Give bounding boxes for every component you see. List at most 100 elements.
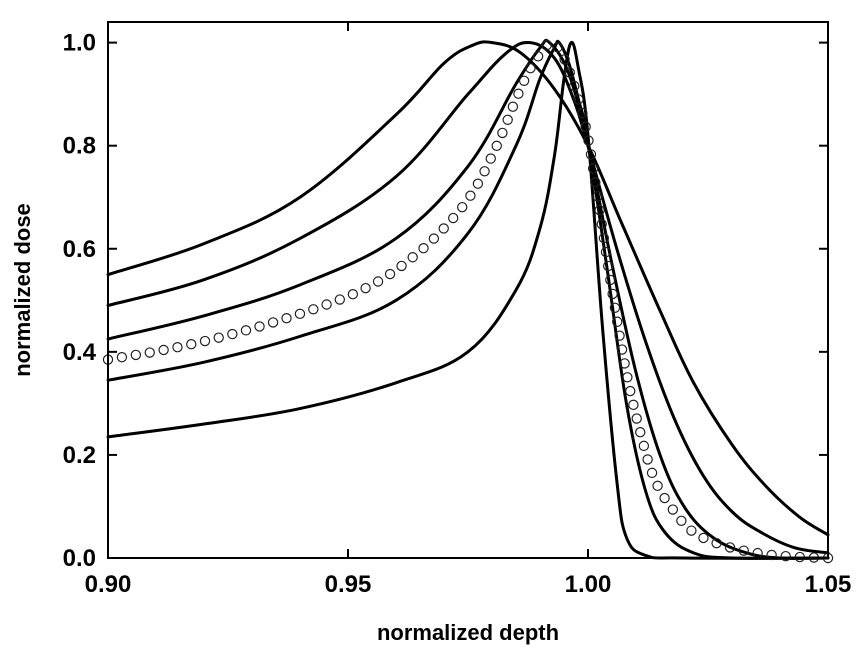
dose-marker-point bbox=[616, 344, 628, 355]
dose-marker-point bbox=[602, 260, 614, 272]
dose-marker-point bbox=[448, 212, 459, 224]
dose-marker-point bbox=[130, 349, 142, 361]
dose-marker-point bbox=[612, 316, 623, 327]
dose-marker-point bbox=[585, 149, 597, 160]
dose-marker-point bbox=[491, 140, 502, 152]
dose-marker-point bbox=[518, 75, 530, 86]
dose-marker-point bbox=[598, 232, 610, 244]
dose-marker-point bbox=[334, 294, 346, 305]
dose-marker-point bbox=[686, 525, 697, 536]
dose-marker-point bbox=[532, 51, 544, 62]
dose-marker-point bbox=[569, 80, 580, 92]
dose-marker-point bbox=[116, 352, 128, 363]
dose-marker-point bbox=[457, 201, 468, 213]
plot-markers bbox=[102, 39, 834, 564]
dose-marker-point bbox=[711, 537, 722, 549]
dose-marker-point bbox=[525, 63, 536, 74]
x-axis-tick-label: 0.90 bbox=[85, 571, 132, 598]
plot-frame bbox=[107, 21, 829, 559]
dose-marker-point bbox=[267, 317, 279, 328]
dose-marker-point bbox=[418, 242, 429, 254]
dose-marker-point bbox=[254, 321, 265, 332]
dose-marker-point bbox=[619, 358, 630, 369]
dose-marker-point bbox=[590, 177, 601, 188]
dose-marker-point bbox=[625, 385, 636, 397]
dose-curve-2 bbox=[106, 39, 830, 560]
dose-marker-point bbox=[308, 304, 319, 315]
dose-marker-point bbox=[573, 94, 584, 105]
dose-marker-point bbox=[609, 302, 621, 314]
dose-marker-point bbox=[281, 313, 292, 324]
dose-marker-point bbox=[698, 532, 709, 544]
dose-marker-point bbox=[638, 440, 650, 452]
dose-marker-point bbox=[294, 308, 306, 320]
dose-marker-point bbox=[227, 328, 238, 340]
dose-marker-point bbox=[622, 372, 633, 383]
dose-marker-point bbox=[321, 299, 332, 310]
dose-marker-point bbox=[541, 39, 552, 51]
dose-marker-point bbox=[594, 205, 605, 216]
dose-marker-point bbox=[502, 114, 513, 126]
dose-marker-point bbox=[485, 153, 496, 164]
dose-marker-point bbox=[372, 276, 384, 287]
dose-marker-point bbox=[479, 166, 490, 177]
dose-marker-point bbox=[438, 223, 449, 234]
dose-marker-point bbox=[396, 260, 407, 272]
y-axis-title: normalized dose bbox=[10, 203, 35, 377]
dose-marker-point bbox=[199, 335, 211, 347]
dose-curve-4 bbox=[106, 40, 830, 555]
dose-marker-point bbox=[144, 347, 155, 358]
dose-marker-point bbox=[605, 274, 616, 286]
dose-marker-point bbox=[577, 107, 588, 119]
dose-marker-point bbox=[407, 252, 418, 263]
y-axis-tick-label: 0.4 bbox=[63, 339, 97, 366]
x-axis-title: normalized depth bbox=[377, 620, 559, 645]
dose-marker-point bbox=[360, 282, 371, 294]
dose-marker-point bbox=[583, 135, 594, 146]
dose-marker-point bbox=[513, 88, 524, 99]
dose-marker-point bbox=[596, 218, 607, 230]
dose-marker-point bbox=[472, 178, 484, 189]
dose-marker-point bbox=[676, 515, 687, 526]
y-axis-tick-label: 0.6 bbox=[63, 236, 96, 263]
y-axis-tick-label: 0.0 bbox=[63, 545, 96, 572]
dose-marker-point bbox=[465, 190, 476, 201]
dose-curve-5 bbox=[106, 40, 830, 537]
dose-marker-point bbox=[384, 268, 396, 280]
dose-marker-point bbox=[766, 549, 777, 561]
dose-marker-point bbox=[635, 427, 646, 438]
dose-marker-point bbox=[724, 542, 736, 553]
y-axis-tick-label: 0.8 bbox=[63, 133, 96, 160]
dose-marker-point bbox=[652, 480, 663, 492]
dose-marker-point bbox=[240, 325, 252, 336]
dose-marker-point bbox=[646, 467, 658, 479]
dose-marker-point bbox=[738, 545, 749, 556]
dose-marker-point bbox=[614, 330, 625, 341]
axis-ticks bbox=[107, 22, 829, 559]
dose-marker-point bbox=[667, 504, 679, 515]
x-axis-tick-label: 1.05 bbox=[805, 571, 852, 598]
dose-curve-1 bbox=[106, 41, 830, 560]
dose-marker-point bbox=[642, 454, 653, 465]
dose-marker-point bbox=[780, 550, 791, 562]
dose-marker-point bbox=[186, 339, 197, 350]
dose-marker-point bbox=[158, 344, 169, 356]
dose-marker-point bbox=[559, 54, 570, 65]
dose-marker-point bbox=[564, 67, 575, 78]
x-axis-tick-label: 1.00 bbox=[565, 571, 612, 598]
y-axis-tick-label: 1.0 bbox=[63, 30, 96, 57]
dose-curve-3 bbox=[106, 38, 830, 560]
dose-marker-point bbox=[600, 246, 612, 258]
dose-marker-point bbox=[607, 288, 618, 300]
y-axis-tick-label: 0.2 bbox=[63, 442, 96, 469]
dose-marker-point bbox=[428, 233, 440, 244]
dose-marker-point bbox=[628, 399, 639, 411]
dose-marker-point bbox=[580, 121, 591, 132]
dose-marker-point bbox=[592, 191, 603, 202]
dose-marker-point bbox=[213, 332, 224, 343]
dose-marker-point bbox=[172, 342, 183, 353]
dose-marker-point bbox=[552, 42, 563, 53]
dose-marker-point bbox=[347, 289, 359, 300]
plot-curves bbox=[106, 38, 830, 560]
